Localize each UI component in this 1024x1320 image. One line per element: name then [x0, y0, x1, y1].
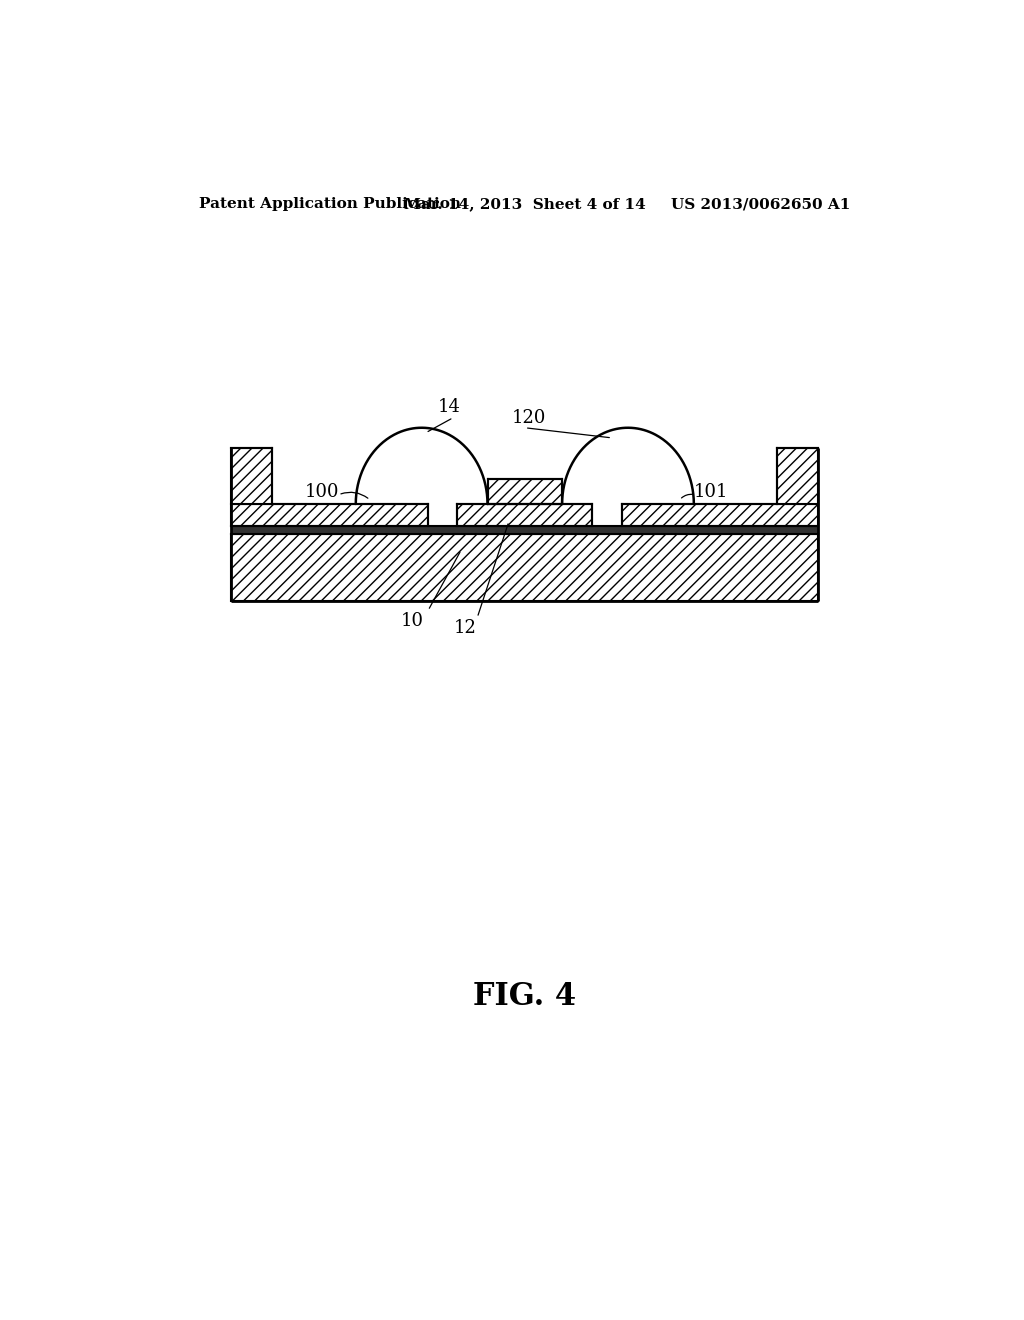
Bar [622, 504, 818, 527]
Bar [458, 504, 592, 527]
Text: 120: 120 [512, 409, 546, 426]
Text: Mar. 14, 2013  Sheet 4 of 14: Mar. 14, 2013 Sheet 4 of 14 [403, 197, 646, 211]
Bar [231, 447, 272, 504]
Text: Patent Application Publication: Patent Application Publication [200, 197, 462, 211]
Text: FIG. 4: FIG. 4 [473, 982, 577, 1012]
Bar [231, 527, 818, 535]
Bar [777, 447, 818, 504]
Text: 10: 10 [400, 612, 424, 630]
Text: 14: 14 [438, 399, 461, 416]
Text: US 2013/0062650 A1: US 2013/0062650 A1 [671, 197, 850, 211]
Text: 12: 12 [454, 619, 477, 638]
Bar [231, 504, 428, 527]
Text: 101: 101 [694, 483, 728, 500]
Text: 100: 100 [305, 483, 340, 500]
Bar [487, 479, 562, 504]
Bar [231, 535, 818, 601]
